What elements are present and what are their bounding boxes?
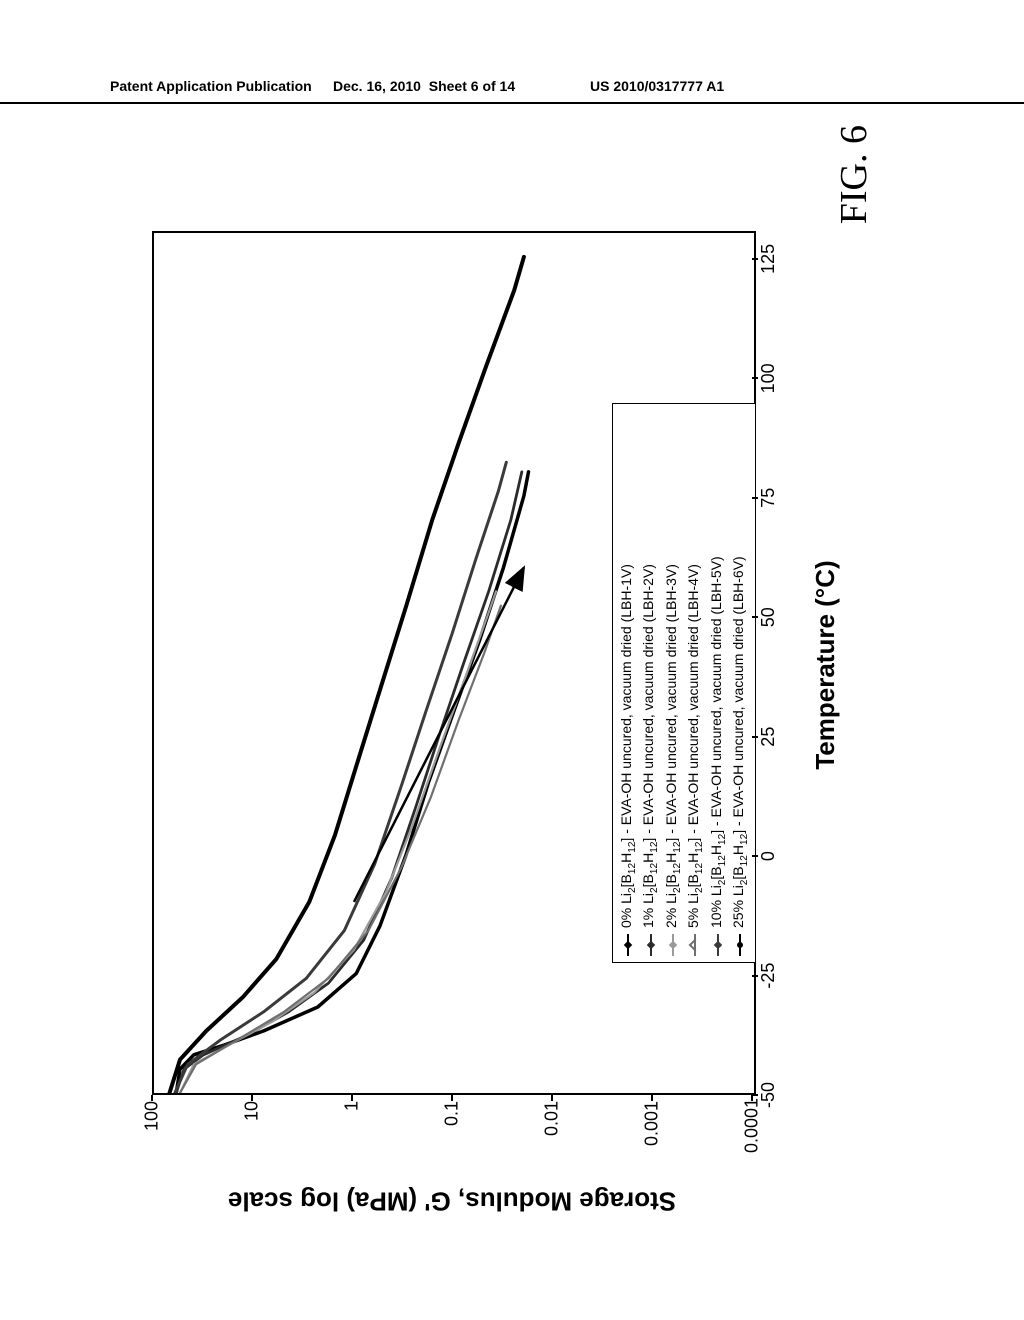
legend-box: 0% Li2[B12H12] - EVA-OH uncured, vacuum … <box>612 403 756 963</box>
x-tick-label: 25 <box>758 727 779 747</box>
legend-label: 1% Li2[B12H12] - EVA-OH uncured, vacuum … <box>639 564 661 928</box>
x-tick-label: 100 <box>758 363 779 393</box>
x-tick-label: -25 <box>758 963 779 989</box>
legend-item-LBH-1V: 0% Li2[B12H12] - EVA-OH uncured, vacuum … <box>617 410 639 956</box>
header-date-sheet: Dec. 16, 2010 Sheet 6 of 14 <box>333 78 515 94</box>
y-tick-label: 10 <box>242 1101 263 1153</box>
x-tick-label: 75 <box>758 488 779 508</box>
legend-label: 5% Li2[B12H12] - EVA-OH uncured, vacuum … <box>684 564 706 928</box>
y-tick-label: 0.0001 <box>742 1101 763 1153</box>
series-LBH-3V <box>180 591 496 1093</box>
series-LBH-4V <box>180 606 501 1093</box>
legend-label: 10% Li2[B12H12] - EVA-OH uncured, vacuum… <box>707 556 729 928</box>
legend-label: 0% Li2[B12H12] - EVA-OH uncured, vacuum … <box>617 564 639 928</box>
x-tick-label: 0 <box>758 851 779 861</box>
y-axis-label: Storage Modulus, G' (MPa) log scale <box>228 1186 676 1217</box>
page: { "header": { "left": "Patent Applicatio… <box>0 0 1024 1320</box>
legend-item-LBH-2V: 1% Li2[B12H12] - EVA-OH uncured, vacuum … <box>639 410 661 956</box>
legend-item-LBH-4V: 5% Li2[B12H12] - EVA-OH uncured, vacuum … <box>684 410 706 956</box>
header-publication: Patent Application Publication <box>110 78 312 94</box>
header-patent-number: US 2010/0317777 A1 <box>590 78 724 94</box>
page-header: Patent Application Publication Dec. 16, … <box>0 78 1024 104</box>
storage-modulus-chart: Storage Modulus, G' (MPa) log scale Temp… <box>122 155 902 1215</box>
legend-item-LBH-5V: 10% Li2[B12H12] - EVA-OH uncured, vacuum… <box>707 410 729 956</box>
legend-label: 25% Li2[B12H12] - EVA-OH uncured, vacuum… <box>729 556 751 928</box>
legend-item-LBH-6V: 25% Li2[B12H12] - EVA-OH uncured, vacuum… <box>729 410 751 956</box>
series-LBH-5V <box>175 462 507 1093</box>
y-tick-label: 0.01 <box>542 1101 563 1153</box>
series-LBH-2V <box>176 472 522 1093</box>
trend-arrow <box>354 567 524 901</box>
legend-item-LBH-3V: 2% Li2[B12H12] - EVA-OH uncured, vacuum … <box>662 410 684 956</box>
series-LBH-6V <box>170 257 524 1093</box>
x-axis-label: Temperature (°C) <box>810 560 841 769</box>
figure-rotated-wrap: Storage Modulus, G' (MPa) log scale Temp… <box>0 295 1024 1075</box>
figure-label: FIG. 6 <box>832 125 876 224</box>
y-tick-label: 1 <box>342 1101 363 1153</box>
plot-area: 0% Li2[B12H12] - EVA-OH uncured, vacuum … <box>152 231 756 1095</box>
y-tick-label: 0.001 <box>642 1101 663 1153</box>
y-tick-label: 100 <box>142 1101 163 1153</box>
legend-label: 2% Li2[B12H12] - EVA-OH uncured, vacuum … <box>662 564 684 928</box>
y-tick-label: 0.1 <box>442 1101 463 1153</box>
x-tick-label: -50 <box>758 1082 779 1108</box>
x-tick-label: 50 <box>758 607 779 627</box>
x-tick-label: 125 <box>758 244 779 274</box>
